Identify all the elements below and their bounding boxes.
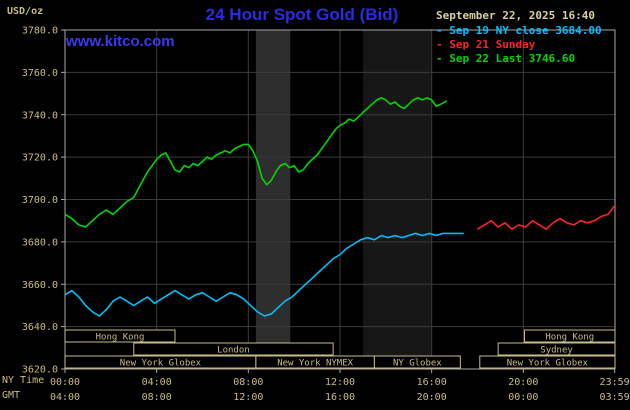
session-label: NY Globex <box>393 359 442 369</box>
y-tick-label: 3620.0 <box>22 365 58 376</box>
chart-title: 24 Hour Spot Gold (Bid) <box>205 5 399 24</box>
legend-item: - Sep 22 Last 3746.60 <box>436 52 576 65</box>
x-tick-label-gmt: 00:00 <box>508 392 538 403</box>
session-box-london <box>133 342 334 356</box>
session-label: Hong Kong <box>96 333 145 343</box>
y-tick-label: 3720.0 <box>22 153 58 164</box>
session-label: New York Globex <box>120 359 202 369</box>
x-tick-label-gmt: 04:00 <box>50 392 80 403</box>
y-tick-label: 3700.0 <box>22 195 58 206</box>
kitco-watermark-link[interactable]: www.kitco.com <box>66 33 175 50</box>
legend: - Sep 19 NY close 3684.00- Sep 21 Sunday… <box>436 24 602 66</box>
x-tick-label-ny: 12:00 <box>325 377 355 388</box>
session-label: New York Globex <box>507 359 589 369</box>
x-tick-label-ny: 04:00 <box>142 377 172 388</box>
x-tick-label-ny: 08:00 <box>233 377 263 388</box>
session-label: Hong Kong <box>545 333 594 343</box>
x-tick-label-ny: 00:00 <box>50 377 80 388</box>
y-tick-label: 3640.0 <box>22 322 58 333</box>
chart-datetime: September 22, 2025 16:40 <box>436 9 595 22</box>
session-box-ny-globex <box>373 355 461 369</box>
legend-item: - Sep 21 Sunday <box>436 38 536 51</box>
session-box-new-york-globex <box>479 355 616 369</box>
gmt-axis-label: GMT <box>2 390 21 401</box>
legend-item: - Sep 19 NY close 3684.00 <box>436 24 602 37</box>
x-tick-label-gmt: 08:00 <box>142 392 172 403</box>
x-tick-label-gmt: 12:00 <box>233 392 263 403</box>
price-line-sep21 <box>477 205 616 230</box>
y-tick-label: 3760.0 <box>22 68 58 79</box>
session-box-hong-kong <box>64 329 176 343</box>
session-label: London <box>217 346 250 356</box>
price-line-sep19 <box>64 232 464 317</box>
unit-label: USD/oz <box>7 6 44 17</box>
ny-time-axis-label: NY Time <box>2 375 45 386</box>
y-tick-label: 3780.0 <box>22 26 58 37</box>
x-tick-label-gmt: 20:00 <box>417 392 447 403</box>
price-line-sep22 <box>64 97 448 228</box>
session-box-sydney <box>497 342 616 356</box>
y-tick-label: 3680.0 <box>22 237 58 248</box>
x-tick-label-gmt: 03:59 <box>600 392 630 403</box>
y-tick-label: 3740.0 <box>22 110 58 121</box>
y-tick-label: 3660.0 <box>22 280 58 291</box>
session-label: Sydney <box>540 346 573 356</box>
x-tick-label-ny: 23:59 <box>600 377 630 388</box>
session-box-hong-kong <box>523 329 616 343</box>
x-tick-label-gmt: 16:00 <box>325 392 355 403</box>
session-label: New York NYMEX <box>277 359 353 369</box>
x-tick-label-ny: 16:00 <box>417 377 447 388</box>
x-tick-label-ny: 20:00 <box>508 377 538 388</box>
